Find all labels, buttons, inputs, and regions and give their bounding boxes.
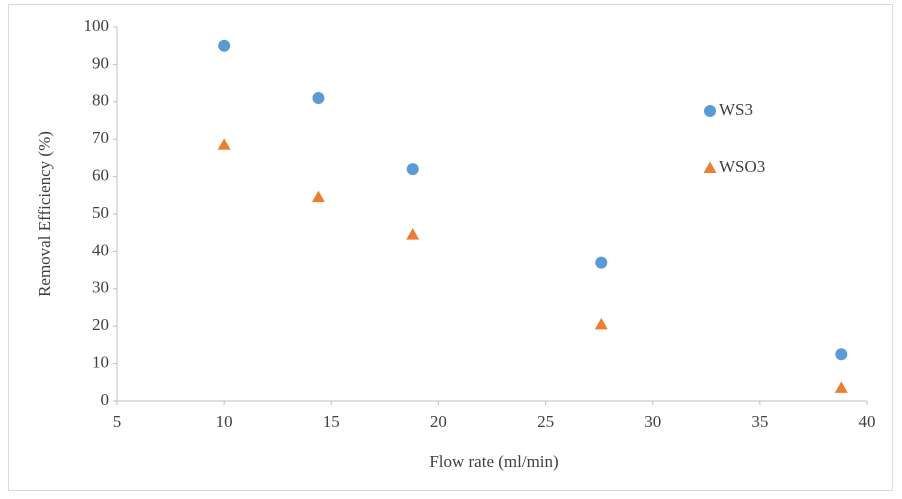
- x-tick-label: 10: [216, 412, 233, 431]
- data-point: [834, 381, 848, 393]
- legend-marker: [703, 161, 717, 173]
- data-point: [311, 190, 325, 203]
- legend-marker: [704, 105, 716, 117]
- x-tick-label: 25: [537, 412, 554, 431]
- chart-frame: [8, 4, 893, 491]
- y-tick-label: 80: [92, 91, 109, 110]
- data-point: [406, 163, 419, 176]
- data-point: [312, 92, 325, 105]
- x-axis-label: Flow rate (ml/min): [429, 452, 558, 471]
- y-tick-label: 60: [92, 166, 109, 185]
- data-point: [594, 317, 608, 330]
- y-tick-label: 20: [92, 315, 109, 334]
- x-tick-label: 30: [644, 412, 661, 431]
- x-tick-label: 40: [859, 412, 876, 431]
- data-point: [835, 348, 848, 361]
- x-tick-label: 5: [113, 412, 122, 431]
- data-point: [595, 256, 608, 269]
- y-tick-label: 90: [92, 53, 109, 72]
- data-point: [218, 39, 231, 52]
- y-tick-label: 0: [101, 390, 110, 409]
- y-tick-label: 100: [84, 16, 110, 35]
- data-point: [217, 138, 231, 150]
- y-tick-label: 30: [92, 278, 109, 297]
- y-tick-label: 40: [92, 240, 109, 259]
- x-tick-label: 20: [430, 412, 447, 431]
- legend-label: WSO3: [719, 157, 765, 176]
- y-tick-label: 10: [92, 353, 109, 372]
- y-tick-label: 50: [92, 203, 109, 222]
- x-tick-label: 15: [323, 412, 340, 431]
- x-tick-label: 35: [751, 412, 768, 431]
- y-axis-label: Removal Efficiency (%): [35, 131, 54, 297]
- data-point: [406, 228, 420, 240]
- legend-label: WS3: [719, 100, 753, 119]
- y-tick-label: 70: [92, 128, 109, 147]
